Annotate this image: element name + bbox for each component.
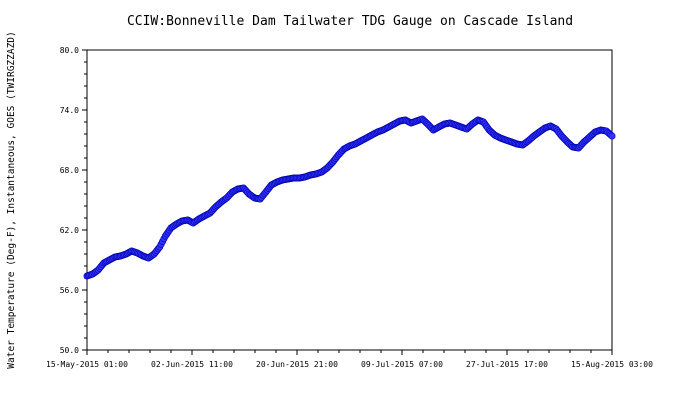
- y-tick-label: 50.0: [60, 346, 79, 355]
- y-tick-label: 80.0: [60, 46, 79, 55]
- x-tick-label: 02-Jun-2015 11:00: [151, 360, 233, 369]
- plot-frame: [86, 49, 613, 351]
- y-tick-label: 74.0: [60, 106, 79, 115]
- data-point: [608, 132, 616, 140]
- x-tick-label: 27-Jul-2015 17:00: [466, 360, 548, 369]
- x-tick-label: 20-Jun-2015 21:00: [256, 360, 338, 369]
- y-tick-label: 68.0: [60, 166, 79, 175]
- y-axis-label: Water Temperature (Deg-F), Instantaneous…: [6, 31, 17, 368]
- chart-title: CCIW:Bonneville Dam Tailwater TDG Gauge …: [127, 14, 573, 29]
- x-tick-label: 09-Jul-2015 07:00: [361, 360, 443, 369]
- x-axis: 15-May-2015 01:00 02-Jun-2015 11:00 20-Jun…: [46, 350, 653, 369]
- x-tick-label: 15-Aug-2015 03:00: [571, 360, 653, 369]
- y-axis: 50.0 56.0 62.0 68.0 74.0 80.0: [60, 46, 87, 355]
- x-tick-label: 15-May-2015 01:00: [46, 360, 128, 369]
- y-tick-label: 56.0: [60, 286, 79, 295]
- y-tick-label: 62.0: [60, 226, 79, 235]
- data-series: [83, 115, 616, 280]
- plot-area: [86, 49, 613, 351]
